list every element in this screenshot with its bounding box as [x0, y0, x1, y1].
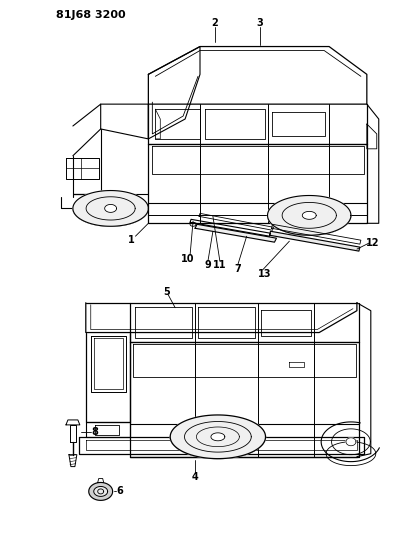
- Text: 4: 4: [192, 472, 198, 481]
- Polygon shape: [268, 196, 351, 235]
- Text: 11: 11: [213, 260, 227, 270]
- Text: 13: 13: [258, 269, 271, 279]
- Polygon shape: [346, 438, 356, 446]
- Text: 81J68 3200: 81J68 3200: [56, 10, 126, 20]
- Polygon shape: [89, 482, 113, 500]
- Polygon shape: [170, 415, 266, 459]
- Polygon shape: [270, 231, 360, 251]
- Polygon shape: [73, 190, 148, 227]
- Polygon shape: [94, 487, 108, 496]
- Polygon shape: [195, 224, 276, 242]
- Text: 8: 8: [91, 427, 98, 437]
- Text: 7: 7: [234, 264, 241, 274]
- Text: 1: 1: [128, 235, 135, 245]
- Polygon shape: [302, 212, 316, 219]
- Text: 2: 2: [212, 18, 218, 28]
- Text: 9: 9: [204, 260, 211, 270]
- Text: 12: 12: [366, 238, 380, 248]
- Polygon shape: [211, 433, 225, 441]
- Text: 5: 5: [163, 287, 170, 297]
- Text: 10: 10: [181, 254, 195, 264]
- Text: 3: 3: [256, 18, 263, 28]
- Text: 6: 6: [116, 487, 123, 496]
- Polygon shape: [105, 205, 116, 212]
